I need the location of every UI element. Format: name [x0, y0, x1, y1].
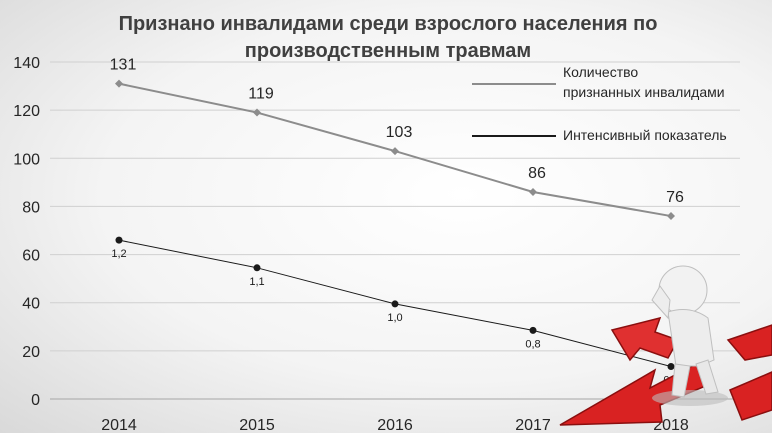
- data-point-circle: [253, 264, 261, 272]
- data-point-diamond: [391, 147, 399, 156]
- red-arrow-lower-icon: [729, 371, 772, 421]
- legend-label-series-1-line-1: Количество: [563, 64, 638, 80]
- red-arrow-right-icon: [726, 324, 772, 361]
- x-tick-label: 2015: [239, 417, 275, 433]
- data-label-count: 76: [666, 189, 684, 206]
- y-tick-label: 40: [22, 296, 40, 313]
- legend-label-series-1-line-2: признанных инвалидами: [563, 84, 725, 100]
- data-point-diamond: [115, 79, 123, 88]
- data-label-count: 131: [110, 57, 137, 74]
- data-label-intensive: 1,2: [111, 248, 126, 260]
- legend-label-series-2: Интенсивный показатель: [563, 127, 727, 143]
- data-label-count: 86: [528, 165, 546, 182]
- y-tick-label: 140: [13, 55, 40, 72]
- x-tick-label: 2014: [101, 417, 137, 433]
- y-tick-label: 60: [22, 248, 40, 265]
- chart-title-line-1: Признано инвалидами среди взрослого насе…: [119, 13, 658, 35]
- y-tick-label: 80: [22, 199, 40, 216]
- data-label-intensive: 1,0: [387, 312, 402, 324]
- figure-with-arrows-illustration: [559, 265, 772, 426]
- y-tick-label: 20: [22, 344, 40, 361]
- data-label-count: 119: [248, 86, 274, 103]
- data-point-diamond: [667, 212, 675, 221]
- data-point-diamond: [529, 187, 537, 196]
- data-point-circle: [115, 236, 123, 244]
- y-tick-label: 0: [31, 392, 40, 409]
- y-axis: 0 20 40 60 80 100 120 140: [13, 55, 40, 409]
- y-tick-label: 120: [13, 103, 40, 120]
- x-tick-label: 2016: [377, 417, 413, 433]
- data-point-diamond: [253, 108, 261, 117]
- data-point-circle: [529, 326, 537, 334]
- data-label-count: 103: [386, 124, 413, 141]
- data-point-circle: [667, 363, 675, 371]
- x-tick-label: 2017: [515, 417, 551, 433]
- chart-title-line-2: производственным травмам: [245, 40, 531, 62]
- data-point-circle: [391, 300, 399, 308]
- data-label-intensive: 1,1: [249, 276, 264, 288]
- data-label-intensive: 0,8: [525, 338, 540, 350]
- y-tick-label: 100: [13, 151, 40, 168]
- x-axis: 2014 2015 2016 2017 2018: [101, 417, 689, 434]
- legend: Количество признанных инвалидами Интенси…: [472, 64, 727, 143]
